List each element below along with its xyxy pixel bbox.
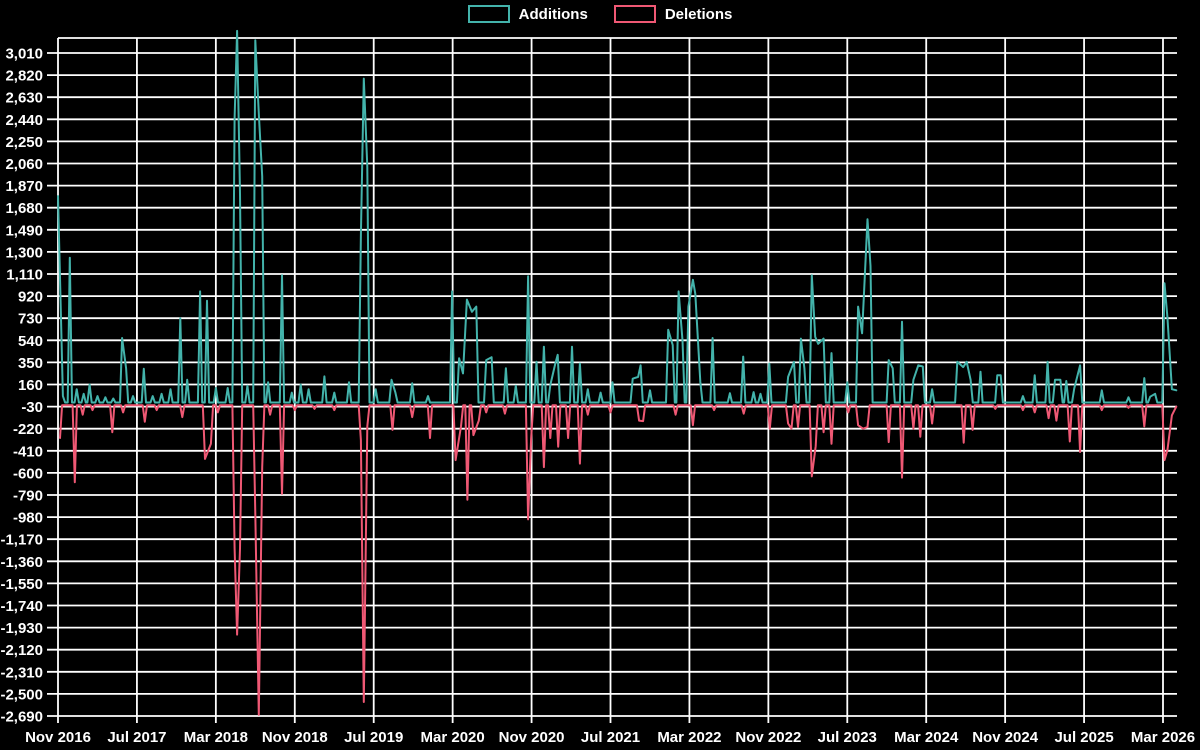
legend-item-deletions[interactable]: Deletions [613, 5, 733, 23]
y-axis-tick-label: -410 [13, 443, 43, 460]
x-axis-tick-label: Jul 2025 [1054, 729, 1113, 746]
y-axis-tick-label: 2,630 [5, 90, 43, 107]
x-axis-tick-label: Mar 2022 [657, 729, 721, 746]
y-axis-tick-label: -1,740 [0, 598, 43, 615]
y-axis-tick-label: 1,680 [5, 200, 43, 217]
x-axis-tick-label: Jul 2023 [818, 729, 877, 746]
x-axis-tick-label: Mar 2020 [421, 729, 485, 746]
y-axis-tick-label: -600 [13, 465, 43, 482]
y-axis-tick-label: 2,820 [5, 68, 43, 85]
y-axis-tick-label: 1,110 [6, 267, 43, 284]
y-axis-tick-label: -2,690 [0, 709, 43, 726]
y-axis-tick-label: -980 [13, 510, 43, 527]
y-axis-tick-label: 920 [18, 289, 43, 306]
y-axis-tick-label: 1,870 [5, 178, 43, 195]
y-axis-tick-label: 2,060 [5, 156, 43, 173]
x-axis-tick-label: Mar 2026 [1131, 729, 1195, 746]
y-axis-tick-label: -1,360 [0, 554, 43, 571]
x-axis-tick-label: Jul 2017 [107, 729, 166, 746]
additions-line [57, 29, 1178, 404]
y-axis-tick-label: -1,930 [0, 620, 43, 637]
legend-label: Additions [518, 5, 588, 23]
y-axis-tick-label: 350 [18, 355, 43, 372]
y-axis-tick-label: -2,500 [0, 686, 43, 703]
y-axis-tick-label: 2,440 [5, 112, 43, 129]
y-axis-tick-label: -220 [13, 421, 43, 438]
y-axis-tick-label: 730 [18, 311, 43, 328]
y-axis-tick-label: -30 [21, 399, 43, 416]
y-axis-tick-label: -2,310 [0, 664, 43, 681]
y-axis-tick-label: -1,170 [0, 532, 43, 549]
x-axis-tick-label: Nov 2016 [25, 729, 91, 746]
y-axis-tick-label: 540 [18, 333, 43, 350]
x-axis-tick-label: Mar 2024 [894, 729, 959, 746]
y-axis-tick-label: 2,250 [5, 134, 43, 151]
y-axis-tick-label: 1,490 [5, 222, 43, 239]
x-axis-tick-label: Nov 2018 [262, 729, 328, 746]
y-axis-tick-label: -2,120 [0, 642, 43, 659]
chart-legend: Additions Deletions [0, 5, 1200, 23]
y-axis-tick-label: 160 [18, 377, 43, 394]
deletions-line [59, 404, 1178, 716]
x-axis-tick-label: Nov 2020 [499, 729, 565, 746]
y-axis-tick-label: -1,550 [0, 576, 43, 593]
deletions-swatch-icon [613, 5, 656, 23]
y-axis-tick-label: -790 [13, 488, 43, 505]
x-axis-tick-label: Nov 2022 [735, 729, 801, 746]
legend-item-additions[interactable]: Additions [467, 5, 588, 23]
x-axis-tick-label: Nov 2024 [972, 729, 1039, 746]
y-axis-tick-label: 3,010 [5, 46, 43, 63]
x-axis-tick-label: Jul 2021 [581, 729, 640, 746]
additions-swatch-icon [467, 5, 510, 23]
x-axis-tick-label: Jul 2019 [344, 729, 403, 746]
y-axis-tick-label: 1,300 [5, 244, 43, 261]
x-axis-tick-label: Mar 2018 [184, 729, 248, 746]
legend-label: Deletions [664, 5, 733, 23]
